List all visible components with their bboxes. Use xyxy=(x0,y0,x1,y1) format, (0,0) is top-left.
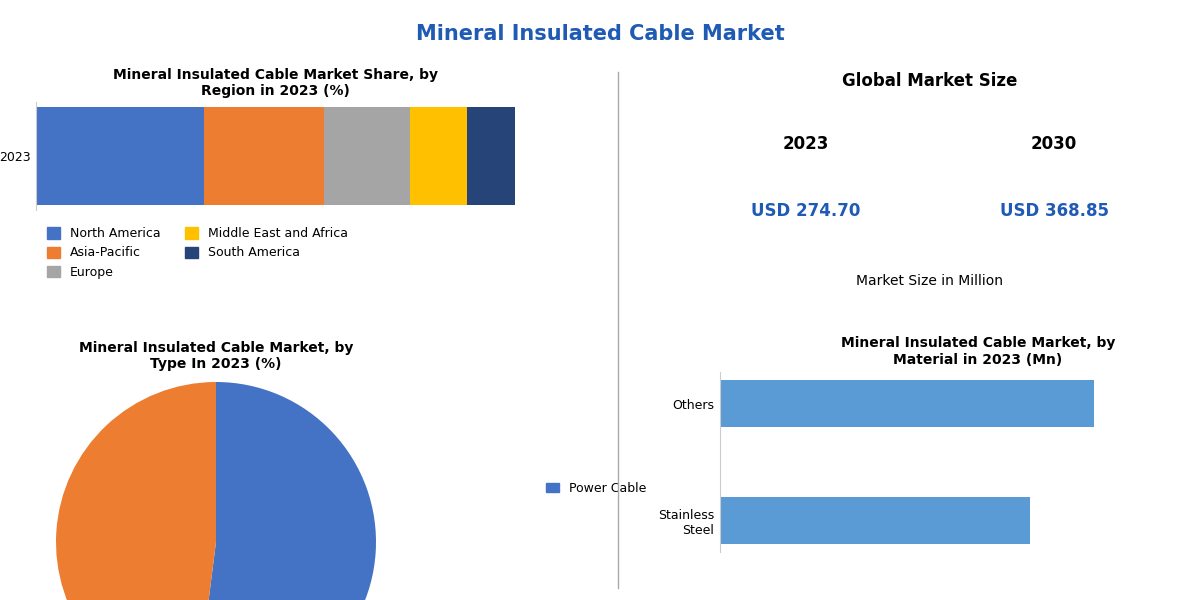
Bar xyxy=(410,107,468,205)
Bar xyxy=(720,380,1094,427)
Bar xyxy=(324,107,410,205)
Title: Mineral Insulated Cable Market, by
Material in 2023 (Mn): Mineral Insulated Cable Market, by Mater… xyxy=(841,337,1115,367)
Text: Mineral Insulated Cable Market: Mineral Insulated Cable Market xyxy=(415,24,785,44)
Wedge shape xyxy=(196,382,376,600)
Text: Market Size in Million: Market Size in Million xyxy=(857,274,1003,287)
Title: Mineral Insulated Cable Market Share, by
Region in 2023 (%): Mineral Insulated Cable Market Share, by… xyxy=(113,68,438,98)
Text: 2030: 2030 xyxy=(1031,136,1078,154)
Bar xyxy=(204,107,324,205)
Legend: Power Cable: Power Cable xyxy=(541,477,652,500)
Title: Mineral Insulated Cable Market, by
Type In 2023 (%): Mineral Insulated Cable Market, by Type … xyxy=(79,341,353,371)
Bar xyxy=(36,107,204,205)
Text: 2023: 2023 xyxy=(782,136,829,154)
Bar xyxy=(720,497,1030,544)
Legend: North America, Asia-Pacific, Europe, Middle East and Africa, South America: North America, Asia-Pacific, Europe, Mid… xyxy=(42,222,353,284)
Bar xyxy=(468,107,516,205)
Text: USD 274.70: USD 274.70 xyxy=(751,202,860,220)
Text: Global Market Size: Global Market Size xyxy=(842,72,1018,90)
Wedge shape xyxy=(56,382,216,600)
Text: USD 368.85: USD 368.85 xyxy=(1000,202,1109,220)
